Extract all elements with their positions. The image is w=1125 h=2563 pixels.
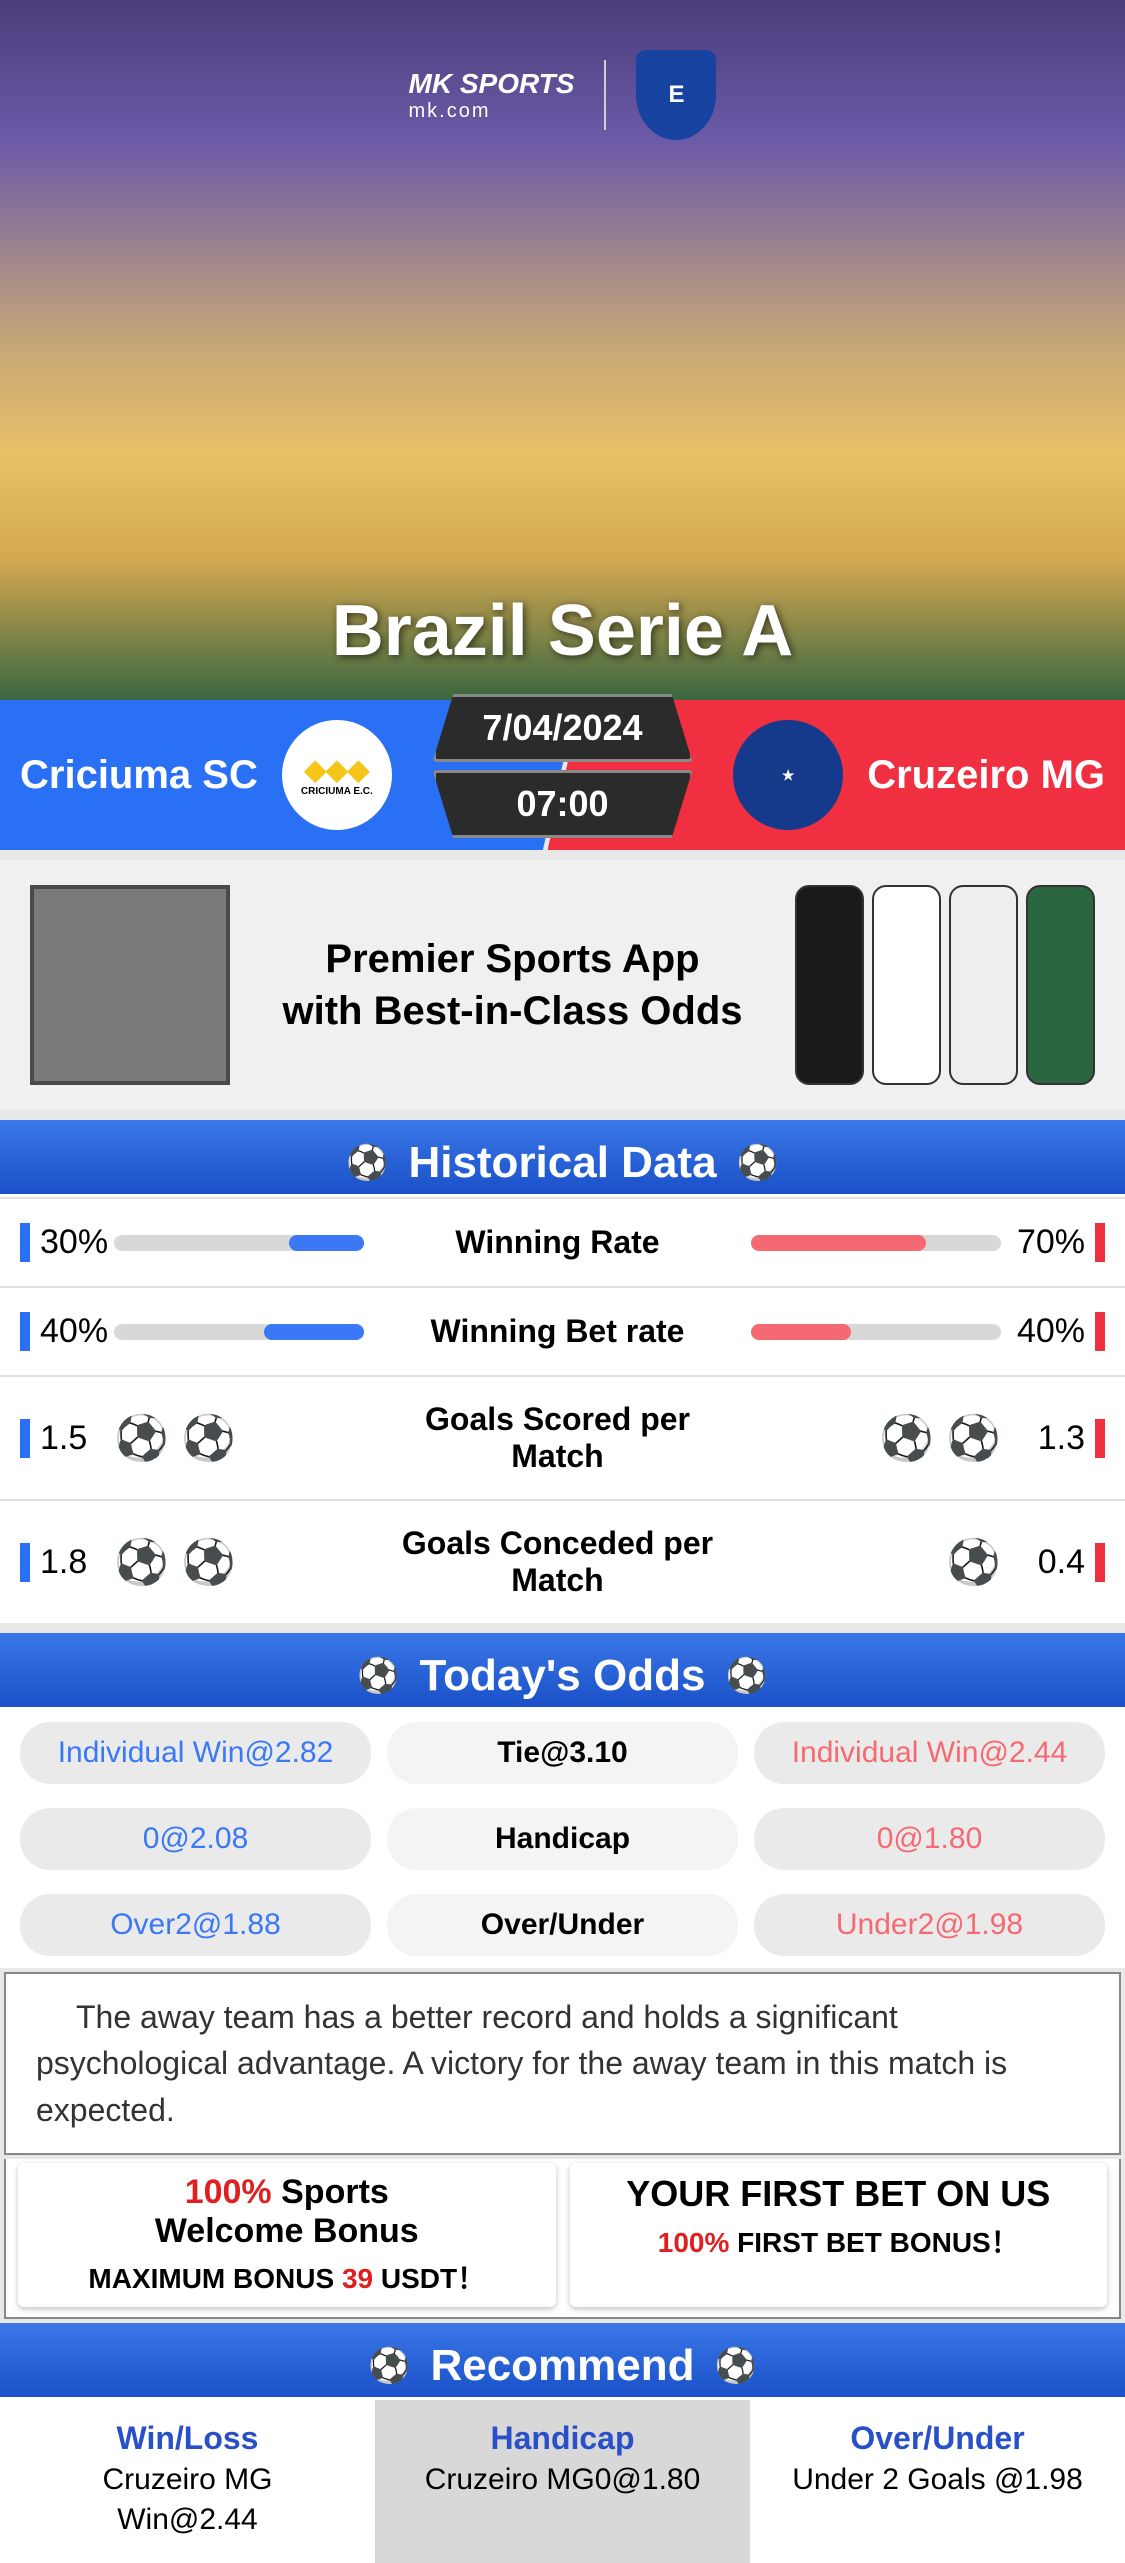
odds-handicap-label: Handicap (387, 1808, 738, 1870)
hist-left-val: 30% (20, 1223, 100, 1262)
match-bar: Criciuma SC ◆◆◆ CRICIUMA E.C. ★ Cruzeiro… (0, 700, 1125, 850)
brand-name: MK SPORTS (409, 68, 575, 100)
hero-header: MK SPORTS mk.com E (0, 0, 1125, 140)
hist-right-val: 70% (1015, 1223, 1105, 1262)
odds-ou-label: Over/Under (387, 1894, 738, 1956)
home-team-name: Criciuma SC (20, 753, 258, 798)
bonus-title-line2: Welcome Bonus (26, 2212, 548, 2251)
rec-val: Cruzeiro MG0@1.80 (383, 2463, 742, 2497)
hist-left-val: 1.8 (20, 1543, 100, 1582)
rec-val: Win@2.44 (8, 2503, 367, 2537)
hist-row: 30% Winning Rate 70% (0, 1197, 1125, 1286)
rec-val: Under 2 Goals @1.98 (758, 2463, 1117, 2497)
hist-row: 40% Winning Bet rate 40% (0, 1286, 1125, 1375)
goal-balls-left-icon: ⚽ ⚽ (114, 1412, 364, 1464)
odds-over[interactable]: Over2@1.88 (20, 1894, 371, 1956)
analysis-text: The away team has a better record and ho… (4, 1972, 1121, 2155)
odds-handicap-home[interactable]: 0@2.08 (20, 1808, 371, 1870)
ball-icon: ⚽ (725, 1656, 767, 1696)
bonus-title: 100% Sports (26, 2173, 548, 2212)
rec-val: Cruzeiro MG (8, 2463, 367, 2497)
hist-label: Winning Bet rate (378, 1313, 737, 1350)
bonus-row: 100% Sports Welcome Bonus MAXIMUM BONUS … (4, 2159, 1121, 2319)
rec-head: Over/Under (758, 2420, 1117, 2457)
recommend-handicap[interactable]: Handicap Cruzeiro MG0@1.80 (375, 2400, 750, 2563)
goal-balls-left-icon: ⚽ ⚽ (114, 1536, 364, 1588)
hist-row: 1.8 ⚽ ⚽ Goals Conceded per Match ⚽ 0.4 (0, 1499, 1125, 1623)
datetime-box: 7/04/2024 07:00 (433, 694, 693, 838)
odds-row: 0@2.08 Handicap 0@1.80 (0, 1796, 1125, 1882)
hero-banner: MK SPORTS mk.com E Brazil Serie A (0, 0, 1125, 700)
odds-row: Over2@1.88 Over/Under Under2@1.98 (0, 1882, 1125, 1968)
hist-label: Goals Scored per Match (378, 1401, 737, 1475)
qr-code-icon[interactable] (30, 885, 230, 1085)
section-header-odds: ⚽ Today's Odds ⚽ (0, 1633, 1125, 1710)
divider (604, 60, 606, 130)
match-date: 7/04/2024 (433, 694, 693, 762)
bonus-sub: MAXIMUM BONUS 39 USDT！ (26, 2257, 548, 2297)
bonus-card-first-bet[interactable]: YOUR FIRST BET ON US 100% FIRST BET BONU… (570, 2163, 1108, 2307)
odds-away-win[interactable]: Individual Win@2.44 (754, 1722, 1105, 1784)
odds-home-win[interactable]: Individual Win@2.82 (20, 1722, 371, 1784)
away-team-logo-icon: ★ (733, 720, 843, 830)
ball-icon: ⚽ (357, 1656, 399, 1696)
hist-label: Goals Conceded per Match (378, 1525, 737, 1599)
hist-right-val: 0.4 (1015, 1543, 1105, 1582)
recommend-winloss[interactable]: Win/Loss Cruzeiro MG Win@2.44 (0, 2400, 375, 2563)
phone-mockups-icon (795, 885, 1095, 1085)
hist-left-val: 40% (20, 1312, 100, 1351)
odds-row: Individual Win@2.82 Tie@3.10 Individual … (0, 1710, 1125, 1796)
section-header-historical: ⚽ Historical Data ⚽ (0, 1120, 1125, 1197)
brand-site: mk.com (409, 100, 575, 123)
hist-right-val: 40% (1015, 1312, 1105, 1351)
hist-bar-right (751, 1324, 1001, 1340)
ball-icon: ⚽ (737, 1143, 779, 1183)
promo-tagline: Premier Sports App with Best-in-Class Od… (282, 933, 742, 1037)
hist-label: Winning Rate (378, 1224, 737, 1261)
hist-bar-left (114, 1235, 364, 1251)
away-team-name: Cruzeiro MG (867, 753, 1105, 798)
hist-right-val: 1.3 (1015, 1419, 1105, 1458)
section-header-recommend: ⚽ Recommend ⚽ (0, 2323, 1125, 2400)
rec-head: Win/Loss (8, 2420, 367, 2457)
bonus-sub: 100% FIRST BET BONUS！ (578, 2221, 1100, 2261)
rec-head: Handicap (383, 2420, 742, 2457)
hist-bar-right (751, 1235, 1001, 1251)
odds-tie[interactable]: Tie@3.10 (387, 1722, 738, 1784)
hist-row: 1.5 ⚽ ⚽ Goals Scored per Match ⚽ ⚽ 1.3 (0, 1375, 1125, 1499)
hist-left-val: 1.5 (20, 1419, 100, 1458)
ball-icon: ⚽ (715, 2346, 757, 2386)
ball-icon: ⚽ (368, 2346, 410, 2386)
league-title: Brazil Serie A (0, 590, 1125, 700)
partner-shield-icon: E (636, 50, 716, 140)
hist-bar-left (114, 1324, 364, 1340)
recommend-overunder[interactable]: Over/Under Under 2 Goals @1.98 (750, 2400, 1125, 2563)
goal-balls-right-icon: ⚽ (751, 1536, 1001, 1588)
recommend-row: Win/Loss Cruzeiro MG Win@2.44 Handicap C… (0, 2400, 1125, 2563)
home-team-logo-icon: ◆◆◆ CRICIUMA E.C. (282, 720, 392, 830)
brand-logo: MK SPORTS mk.com (409, 68, 575, 123)
ball-icon: ⚽ (346, 1143, 388, 1183)
odds-handicap-away[interactable]: 0@1.80 (754, 1808, 1105, 1870)
bonus-title: YOUR FIRST BET ON US (578, 2173, 1100, 2215)
promo-strip: Premier Sports App with Best-in-Class Od… (0, 860, 1125, 1110)
goal-balls-right-icon: ⚽ ⚽ (751, 1412, 1001, 1464)
bonus-card-welcome[interactable]: 100% Sports Welcome Bonus MAXIMUM BONUS … (18, 2163, 556, 2307)
odds-under[interactable]: Under2@1.98 (754, 1894, 1105, 1956)
match-time: 07:00 (433, 770, 693, 838)
